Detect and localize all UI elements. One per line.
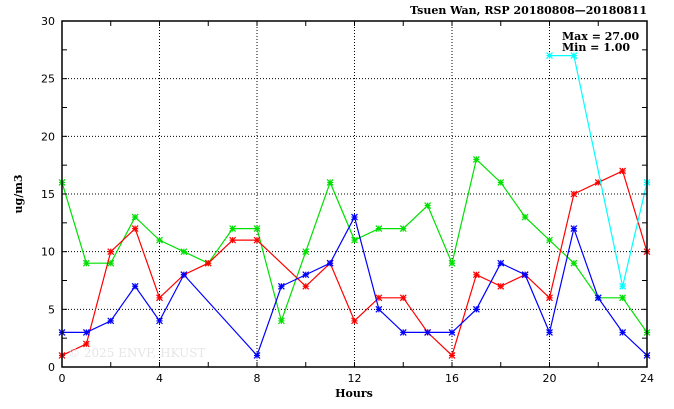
y-tick-label: 25 (41, 73, 55, 86)
data-point-blue (131, 282, 139, 290)
series-cyan (546, 52, 651, 290)
data-point-cyan (619, 282, 627, 290)
x-tick-label: 24 (640, 372, 654, 385)
data-point-red (570, 190, 578, 198)
series-green (58, 155, 651, 336)
data-point-blue (326, 259, 334, 267)
data-point-red (131, 225, 139, 233)
y-tick-label: 5 (48, 303, 55, 316)
x-tick-label: 20 (543, 372, 557, 385)
data-point-red (107, 248, 115, 256)
data-point-green (424, 202, 432, 209)
watermark: © 2025 ENVF, HKUST (68, 346, 206, 360)
data-point-blue (277, 282, 285, 290)
data-point-green (229, 225, 237, 233)
data-point-green (399, 225, 407, 233)
series-blue (58, 213, 651, 359)
max-annotation: Max = 27.00 (562, 30, 640, 43)
data-point-red (204, 259, 212, 267)
data-point-red (619, 167, 627, 175)
data-point-green (448, 259, 456, 267)
chart-title: Tsuen Wan, RSP 20180808—20180811 (410, 4, 647, 17)
data-point-green (570, 259, 578, 267)
data-point-red (472, 271, 480, 279)
data-point-blue (156, 317, 163, 325)
data-point-blue (448, 328, 456, 336)
data-point-blue (594, 294, 602, 302)
data-point-green (302, 248, 310, 256)
data-point-blue (253, 352, 261, 359)
series-red (58, 167, 651, 359)
data-point-red (546, 294, 553, 302)
data-point-blue (375, 305, 383, 313)
data-point-blue (521, 271, 529, 279)
data-point-cyan (546, 52, 553, 60)
y-tick-label: 30 (41, 15, 55, 28)
data-point-blue (302, 271, 310, 279)
data-point-blue (570, 225, 578, 233)
data-point-green (375, 225, 383, 233)
data-point-green (82, 259, 90, 267)
x-axis-label: Hours (335, 387, 373, 400)
data-point-red (82, 340, 90, 348)
x-tick-label: 8 (254, 372, 261, 385)
ticks: 0 4 8 12 16 20 24 0 5 10 15 20 25 30 (41, 15, 654, 385)
data-point-green (546, 236, 553, 244)
data-point-green (521, 213, 529, 221)
series-group (58, 52, 651, 359)
data-point-green (351, 236, 358, 244)
data-point-blue (424, 328, 432, 336)
data-point-red (229, 236, 237, 244)
series-line-red (61, 170, 648, 357)
y-axis-label: ug/m3 (12, 175, 25, 214)
min-annotation: Min = 1.00 (562, 41, 630, 54)
data-point-blue (472, 305, 480, 313)
data-point-blue (107, 317, 115, 325)
data-point-blue (619, 328, 627, 336)
data-point-cyan (570, 52, 578, 60)
data-point-red (302, 282, 310, 290)
series-line-cyan (549, 54, 648, 287)
data-point-blue (399, 328, 407, 336)
data-point-blue (497, 259, 505, 267)
x-tick-label: 12 (348, 372, 362, 385)
data-point-green (156, 236, 163, 244)
grid (62, 21, 647, 367)
data-point-red (253, 236, 261, 244)
y-tick-label: 10 (41, 246, 55, 259)
data-point-red (448, 352, 456, 359)
data-point-blue (351, 213, 358, 221)
data-point-blue (180, 271, 188, 279)
x-tick-label: 16 (445, 372, 459, 385)
data-point-green (180, 248, 188, 256)
y-tick-label: 0 (48, 361, 55, 374)
data-point-blue (546, 328, 553, 336)
x-tick-label: 4 (156, 372, 163, 385)
data-point-red (399, 294, 407, 302)
data-point-red (497, 282, 505, 290)
data-point-blue (82, 328, 90, 336)
x-tick-label: 0 (59, 372, 66, 385)
data-point-green (277, 317, 285, 325)
data-point-green (253, 225, 261, 233)
y-tick-label: 15 (41, 188, 55, 201)
data-point-green (131, 213, 139, 221)
data-point-red (351, 317, 358, 325)
data-point-green (619, 294, 627, 302)
y-tick-label: 20 (41, 130, 55, 143)
data-point-green (472, 155, 480, 163)
data-point-green (326, 179, 334, 186)
data-point-red (156, 294, 163, 302)
data-point-green (497, 179, 505, 186)
